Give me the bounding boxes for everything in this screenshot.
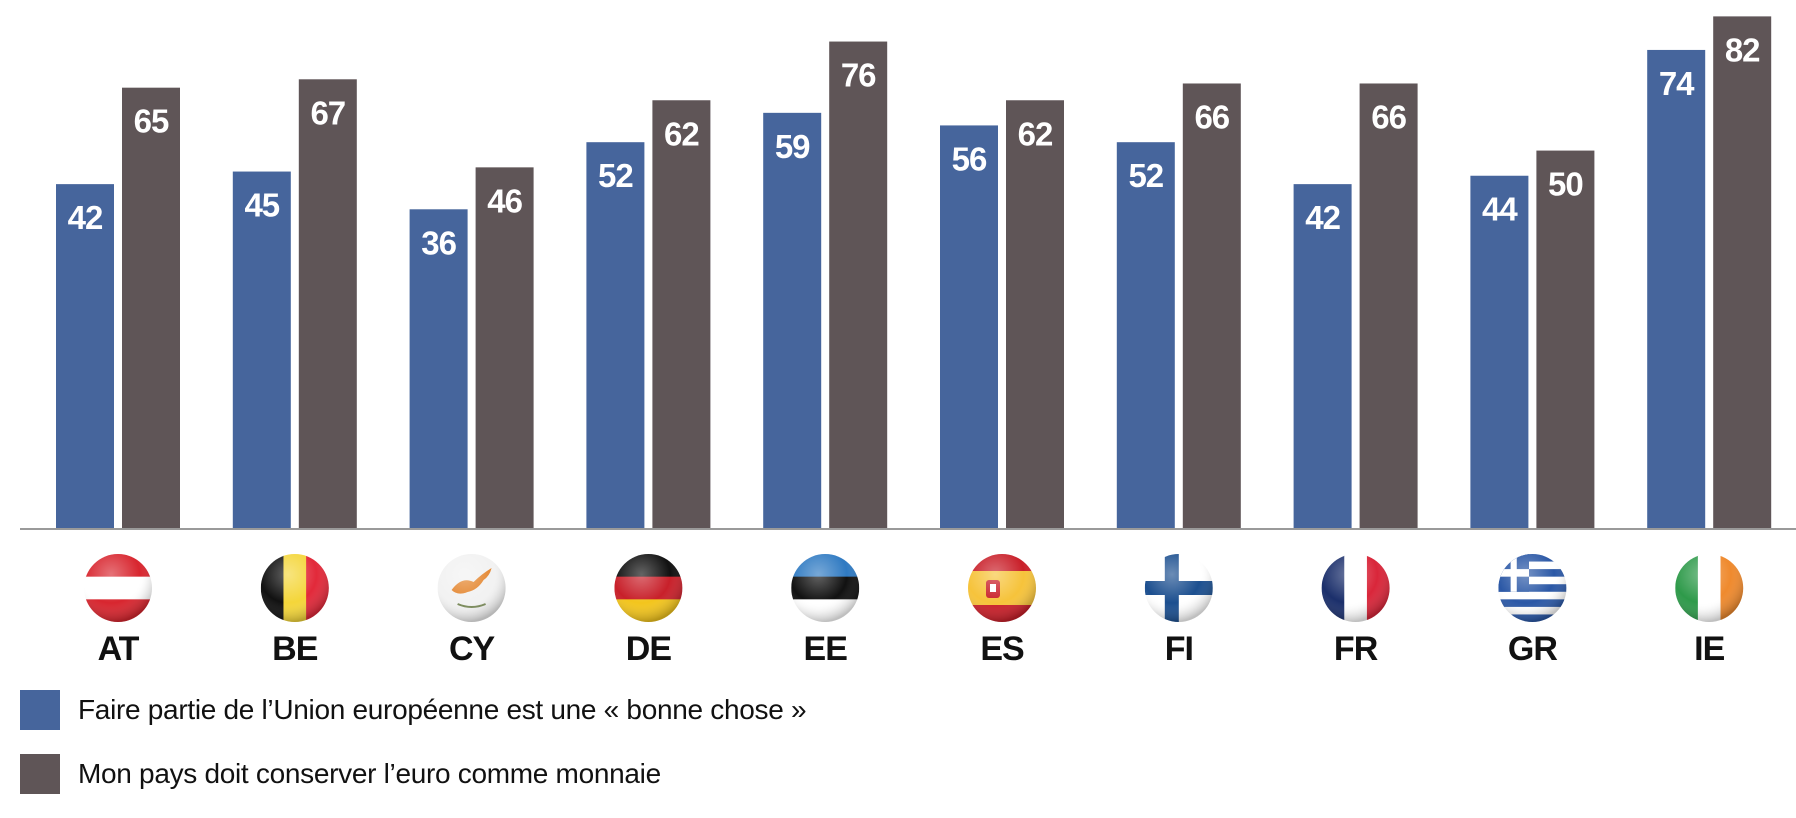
bar-gr-series2	[1536, 150, 1595, 529]
data-label: 50	[1548, 166, 1583, 203]
category-label-fr: FR	[1334, 630, 1378, 668]
data-label: 74	[1659, 65, 1695, 102]
bar-fr-series2	[1359, 83, 1418, 528]
data-label: 44	[1482, 191, 1518, 228]
bar-fi-series1	[1116, 142, 1175, 528]
bar-de-series2	[652, 100, 711, 529]
data-label: 62	[1018, 115, 1053, 152]
legend-item-keep-euro: Mon pays doit conserver l’euro comme mon…	[20, 754, 806, 794]
bars-layer: 42 65 45 67 36 46 52 62 59 76 56 62 52 66 42 66 44 50 74 82	[56, 16, 1772, 529]
data-label: 82	[1725, 31, 1760, 68]
cyprus-flag-icon	[437, 554, 506, 622]
category-label-ie: IE	[1694, 630, 1724, 668]
bar-at-series2	[122, 87, 180, 528]
legend-item-eu-good-thing: Faire partie de l’Union européenne est u…	[20, 690, 807, 730]
category-label-fi: FI	[1165, 630, 1193, 668]
bar-cy-series2	[475, 167, 534, 528]
bar-fi-series2	[1182, 83, 1241, 528]
estonia-flag-icon	[791, 554, 860, 622]
category-label-de: DE	[626, 630, 672, 668]
germany-flag-icon	[614, 554, 683, 622]
category-label-be: BE	[272, 630, 318, 668]
category-labels: AT BE CY DE EE ES FI FR GR IE	[98, 630, 1726, 668]
bar-cy-series1	[409, 209, 468, 528]
data-label: 62	[664, 115, 699, 152]
greece-flag-icon	[1498, 554, 1567, 622]
data-label: 45	[244, 187, 279, 224]
bar-be-series2	[298, 79, 357, 529]
data-label: 67	[310, 94, 345, 131]
category-label-es: ES	[980, 630, 1024, 668]
bar-fr-series1	[1293, 184, 1352, 528]
spain-flag-icon	[968, 554, 1036, 622]
bar-be-series1	[232, 171, 291, 528]
bar-at-series1	[56, 184, 114, 528]
category-label-ee: EE	[804, 630, 848, 668]
flags-layer	[84, 554, 1744, 622]
category-label-gr: GR	[1508, 630, 1557, 668]
data-label: 56	[952, 140, 987, 177]
data-label: 36	[421, 224, 456, 261]
bar-ee-series2	[829, 41, 888, 528]
data-label: 46	[487, 182, 522, 219]
bar-es-series2	[1006, 100, 1064, 529]
austria-flag-icon	[84, 554, 152, 622]
legend-swatch-blue	[20, 690, 60, 730]
ireland-flag-icon	[1675, 554, 1744, 622]
bar-es-series1	[940, 125, 998, 528]
data-label: 76	[841, 57, 876, 94]
data-label: 66	[1194, 98, 1229, 135]
bar-ie-series1	[1647, 49, 1706, 528]
legend-label: Mon pays doit conserver l’euro comme mon…	[78, 758, 661, 789]
data-label: 42	[68, 199, 103, 236]
finland-flag-icon	[1144, 554, 1213, 622]
bar-chart: 42 65 45 67 36 46 52 62 59 76 56 62 52 66 42 66 44 50 74 82…	[20, 16, 1796, 668]
bar-ie-series2	[1713, 16, 1772, 529]
data-label: 66	[1371, 98, 1406, 135]
france-flag-icon	[1321, 554, 1390, 622]
bar-gr-series1	[1470, 175, 1529, 528]
data-label: 65	[134, 103, 169, 140]
data-label: 52	[1128, 157, 1163, 194]
data-label: 52	[598, 157, 633, 194]
data-label: 59	[775, 128, 810, 165]
data-label: 42	[1305, 199, 1340, 236]
category-label-cy: CY	[449, 630, 496, 668]
legend: Faire partie de l’Union européenne est u…	[20, 690, 807, 818]
category-label-at: AT	[98, 630, 140, 668]
legend-label: Faire partie de l’Union européenne est u…	[78, 694, 807, 725]
bar-de-series1	[586, 142, 645, 528]
belgium-flag-icon	[260, 554, 329, 622]
bar-ee-series1	[763, 112, 822, 528]
legend-swatch-grey	[20, 754, 60, 794]
